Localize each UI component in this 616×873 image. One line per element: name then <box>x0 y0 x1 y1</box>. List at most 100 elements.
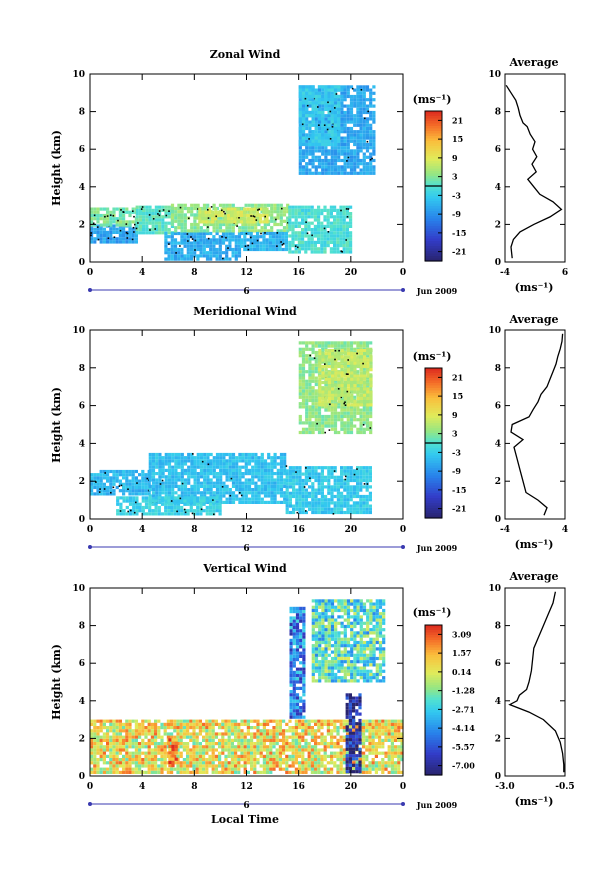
heatmap-cell <box>138 509 142 513</box>
heatmap-cell <box>267 481 271 485</box>
heatmap-cell <box>190 203 194 207</box>
heatmap-cell <box>288 510 292 515</box>
heatmap-cell <box>353 368 357 372</box>
contour-dot <box>353 473 356 476</box>
heatmap-cell <box>339 205 343 209</box>
heatmap-cell <box>135 224 139 228</box>
heatmap-cell <box>372 117 376 121</box>
heatmap-cell <box>321 366 325 371</box>
heatmap-cell <box>228 247 232 252</box>
heatmap-cell <box>340 374 344 378</box>
contour-dot <box>106 215 109 217</box>
heatmap-cell <box>176 745 180 749</box>
heatmap-cell <box>365 133 370 137</box>
contour-dot <box>197 208 199 210</box>
heatmap-cell <box>298 107 302 111</box>
heatmap-cell <box>179 770 183 774</box>
heatmap-cell <box>93 719 97 723</box>
heatmap-cell <box>359 430 363 435</box>
colorbar-tick-label: 21 <box>452 115 463 125</box>
heatmap-cell <box>109 738 113 742</box>
heatmap-cell <box>118 220 122 224</box>
y-tick-label: 4 <box>79 183 85 193</box>
colorbar-swatch <box>425 251 442 255</box>
heatmap-cell <box>327 387 331 391</box>
heatmap-cell <box>225 484 229 488</box>
heatmap-cell <box>359 408 363 412</box>
heatmap-cell <box>329 215 333 219</box>
contour-dot <box>346 216 349 218</box>
heatmap-cell <box>305 165 309 169</box>
heatmap-cell <box>205 231 210 236</box>
heatmap-cell <box>297 221 301 225</box>
heatmap-cell <box>318 390 322 394</box>
heatmap-cell <box>270 484 274 488</box>
heatmap-cell <box>109 735 113 739</box>
heatmap-cell <box>147 722 151 726</box>
heatmap-cell <box>222 462 226 466</box>
heatmap-cell <box>353 341 357 345</box>
heatmap-cell <box>125 735 129 739</box>
heatmap-cell <box>324 162 328 166</box>
heatmap-cell <box>330 158 334 163</box>
heatmap-cell <box>96 729 100 733</box>
heatmap-cell <box>324 114 328 118</box>
heatmap-cell <box>231 238 235 242</box>
heatmap-cell <box>115 217 119 221</box>
contour-dot <box>127 488 129 490</box>
heatmap-cell <box>327 498 331 502</box>
heatmap-cell <box>359 371 363 375</box>
heatmap-cell <box>279 203 283 207</box>
contour-dot <box>281 207 283 210</box>
heatmap-cell <box>336 504 340 508</box>
heatmap-cell <box>189 502 193 506</box>
heatmap-cell <box>118 240 122 244</box>
heatmap-cell <box>151 459 156 463</box>
heatmap-cell <box>203 484 207 488</box>
heatmap-cell <box>90 223 94 227</box>
heatmap-cell <box>321 152 325 156</box>
heatmap-cell <box>340 387 344 391</box>
heatmap-cell <box>295 498 299 502</box>
heatmap-cell <box>320 237 324 241</box>
heatmap-cell <box>225 222 229 227</box>
heatmap-cell <box>317 240 321 244</box>
heatmap-cell <box>349 126 354 131</box>
colorbar-swatch <box>425 241 442 245</box>
heatmap-cell <box>145 218 149 222</box>
heatmap-cell <box>346 110 350 115</box>
heatmap-cell <box>359 482 363 486</box>
heatmap-cell <box>343 421 347 425</box>
heatmap-cell <box>308 139 312 143</box>
heatmap-cell <box>167 215 171 219</box>
heatmap-cell <box>345 250 349 254</box>
heatmap-cell <box>183 499 187 503</box>
heatmap-cell <box>337 402 341 406</box>
heatmap-cell <box>273 500 277 504</box>
heatmap-cell <box>363 403 367 407</box>
heatmap-cell <box>106 742 110 746</box>
heatmap-cell <box>141 758 145 762</box>
heatmap-cell <box>270 465 274 469</box>
heatmap-cell <box>167 496 171 500</box>
heatmap-cell <box>362 126 366 131</box>
heatmap-cell <box>122 469 126 474</box>
heatmap-cell <box>337 94 341 99</box>
heatmap-cell <box>350 358 354 362</box>
heatmap-cell <box>301 139 306 143</box>
heatmap-cell <box>96 489 100 493</box>
heatmap-cell <box>324 348 328 353</box>
heatmap-cell <box>256 241 260 245</box>
heatmap-cell <box>321 88 325 92</box>
heatmap-cell <box>288 221 292 225</box>
heatmap-cell <box>317 130 322 134</box>
contour-dot <box>308 138 310 140</box>
heatmap-cell <box>310 212 314 216</box>
heatmap-cell <box>308 472 312 476</box>
heatmap-cell <box>330 498 334 502</box>
heatmap-cell <box>317 88 322 92</box>
heatmap-cell <box>276 206 280 211</box>
heatmap-cell <box>93 210 97 214</box>
heatmap-cell <box>231 251 235 255</box>
heatmap-cell <box>125 742 129 746</box>
